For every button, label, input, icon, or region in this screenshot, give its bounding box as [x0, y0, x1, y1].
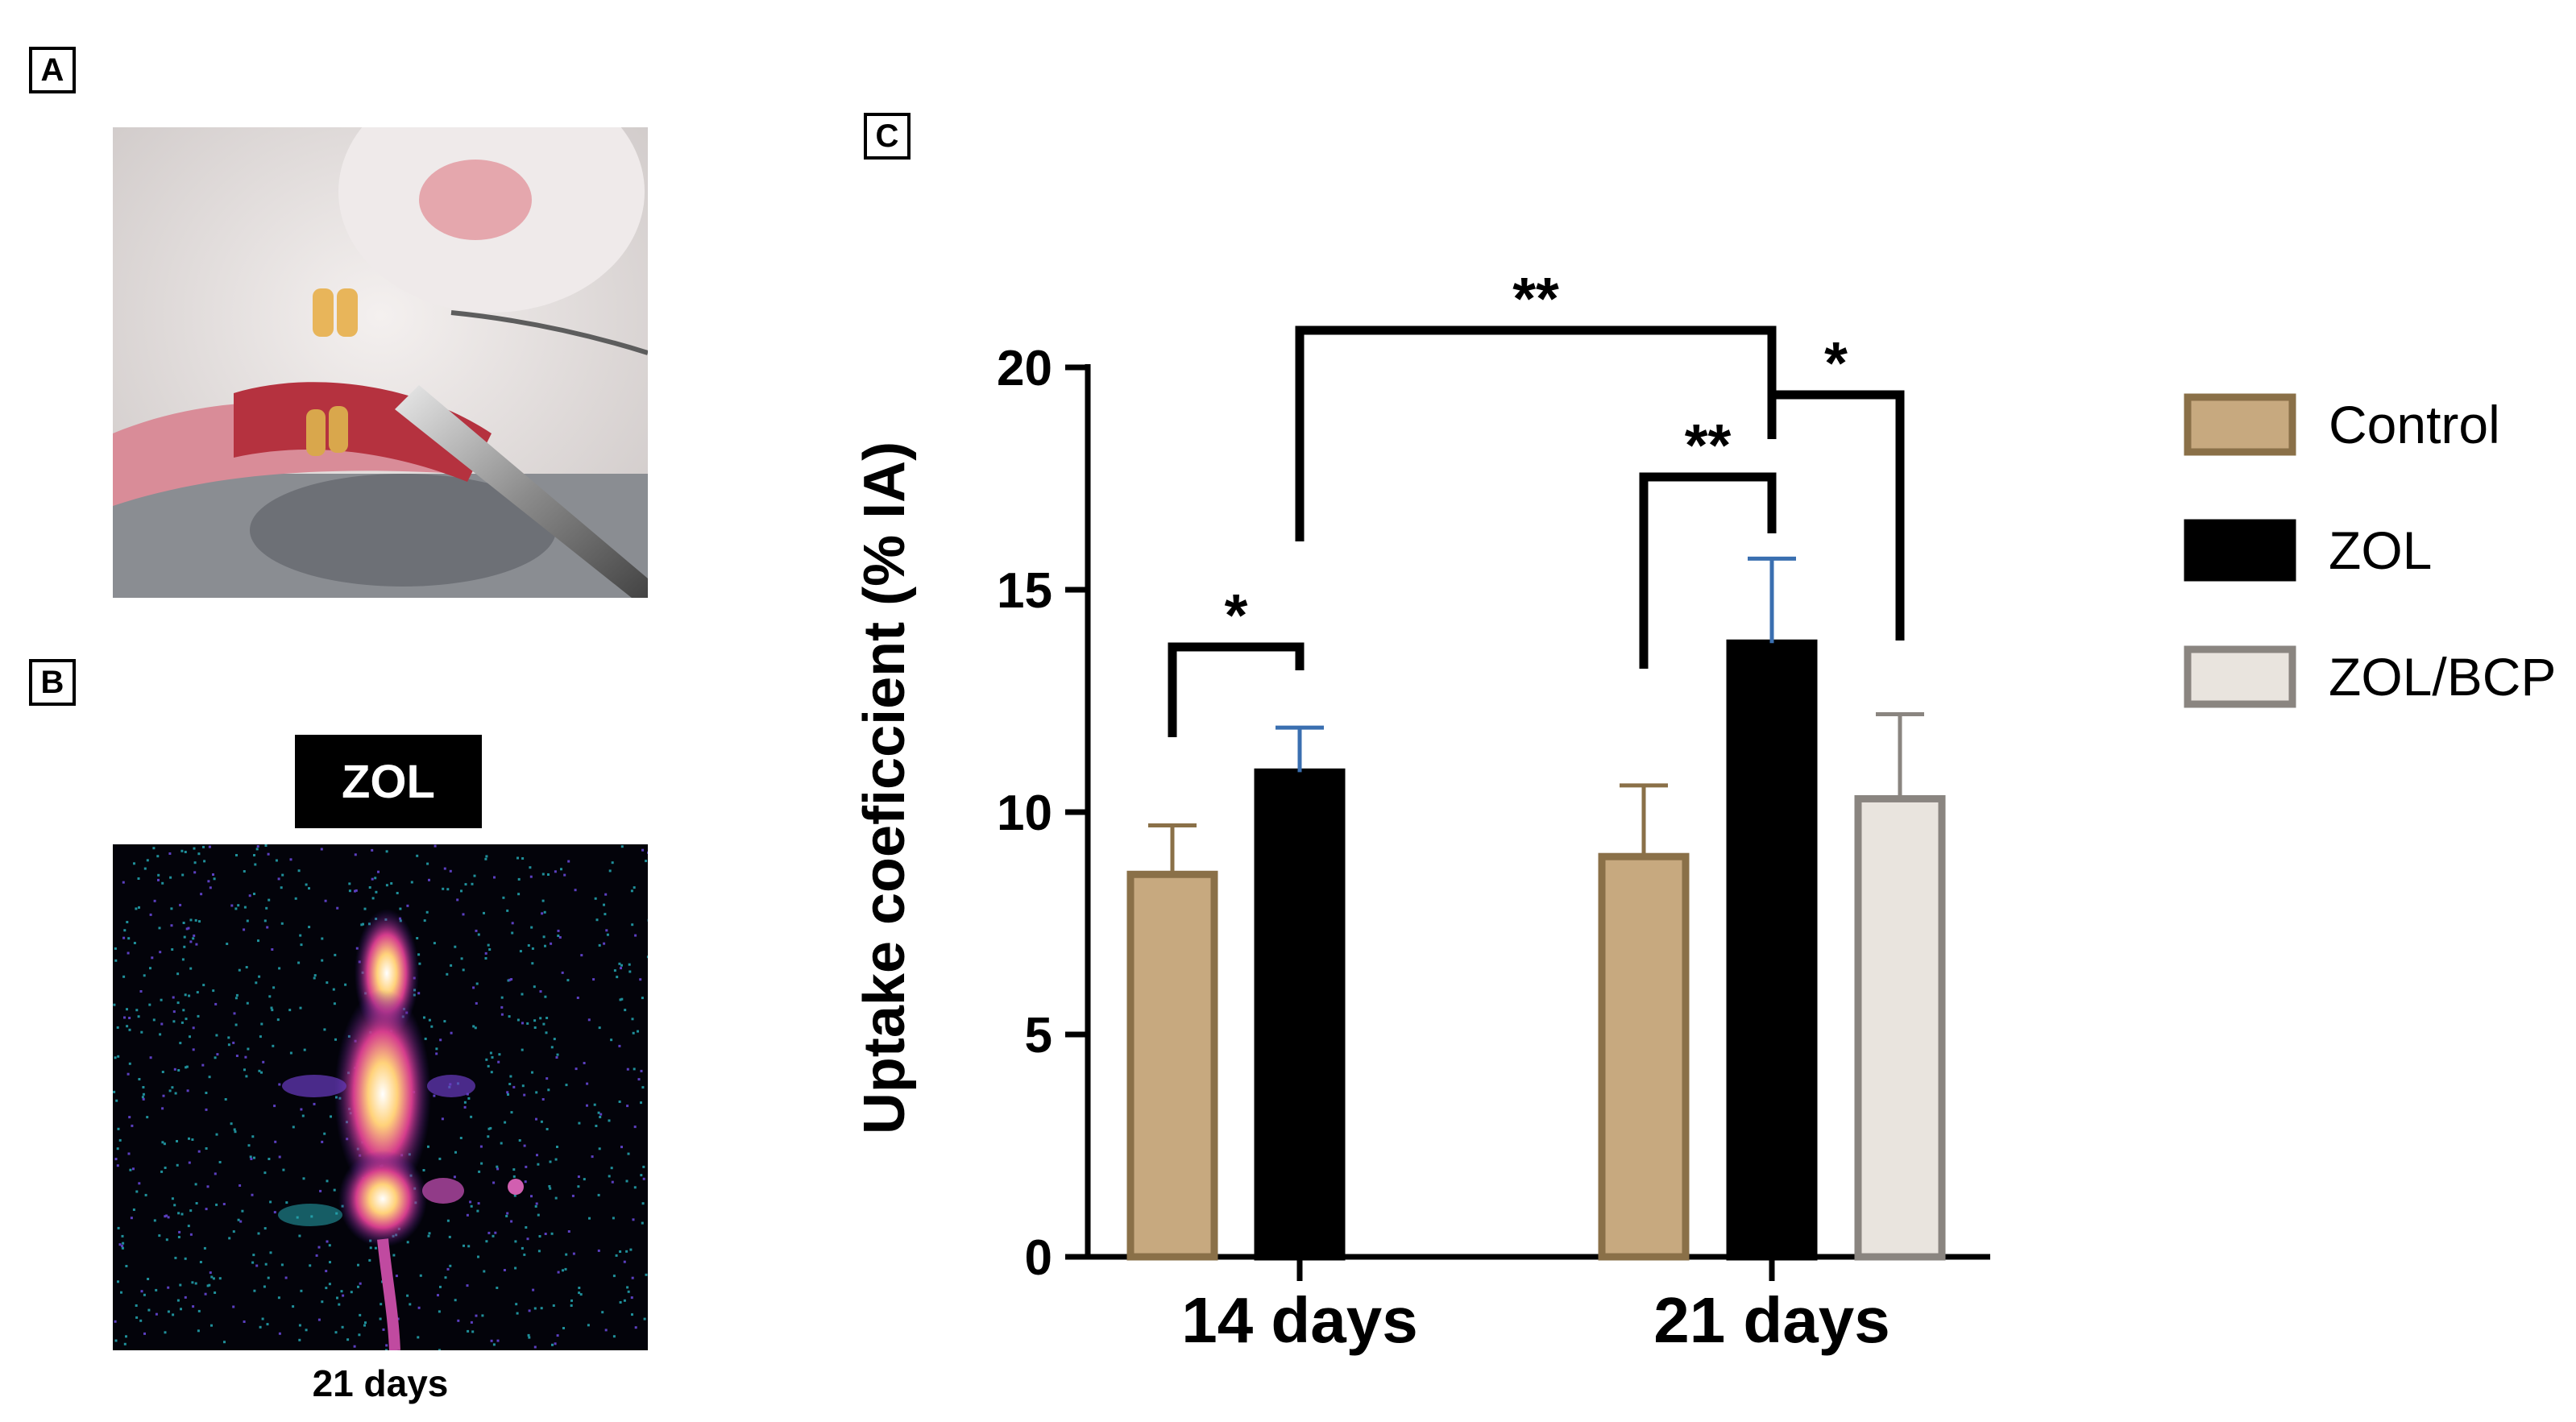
- bar: [1254, 768, 1346, 1261]
- significance-bracket: [1767, 390, 1905, 641]
- significance-label: *: [1225, 582, 1248, 649]
- x-category-label: 21 days: [1653, 1284, 1890, 1356]
- legend-swatch: [2184, 393, 2296, 456]
- legend-label: ZOL: [2329, 520, 2432, 580]
- bar: [1854, 794, 1946, 1261]
- scan-title: ZOL: [295, 735, 482, 828]
- panel-b-label: B: [29, 659, 76, 706]
- significance-label: **: [1685, 412, 1732, 479]
- significance-label: **: [1512, 265, 1559, 332]
- panel-c-label: C: [864, 113, 911, 160]
- scintigraphy-scan: [113, 844, 648, 1350]
- legend-label: ZOL/BCP: [2329, 647, 2556, 707]
- significance-bracket: [1639, 472, 1777, 669]
- x-category-label: 14 days: [1181, 1284, 1418, 1356]
- legend-swatch: [2184, 645, 2296, 708]
- y-tick-label: 15: [997, 563, 1052, 619]
- bar: [1726, 639, 1818, 1261]
- surgery-photo: [113, 127, 648, 598]
- scan-caption: 21 days: [312, 1362, 449, 1404]
- significance-label: *: [1824, 330, 1848, 396]
- y-tick-label: 10: [997, 786, 1052, 841]
- legend-label: Control: [2329, 395, 2500, 454]
- bar: [1126, 870, 1218, 1261]
- significance-bracket: [1168, 642, 1305, 737]
- legend-swatch: [2184, 519, 2296, 582]
- significance-bracket: [1295, 325, 1777, 541]
- y-axis-title: Uptake coeficcient (% IA): [852, 442, 917, 1134]
- y-tick-label: 20: [997, 341, 1052, 396]
- panel-a-label: A: [29, 47, 76, 93]
- y-tick-label: 0: [1025, 1230, 1052, 1286]
- bar: [1598, 852, 1690, 1261]
- y-tick-label: 5: [1025, 1008, 1052, 1063]
